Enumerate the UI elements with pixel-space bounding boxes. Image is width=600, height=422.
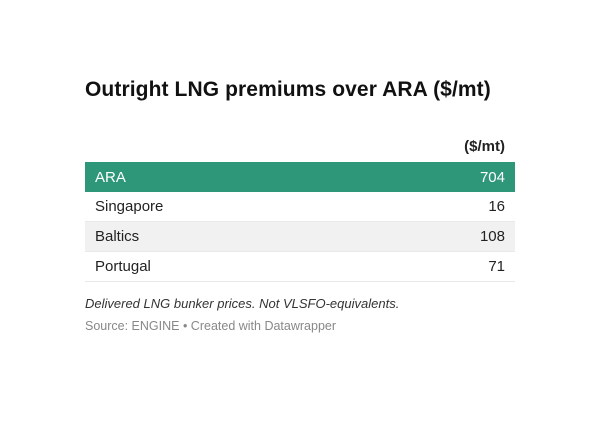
- row-value: 704: [479, 168, 505, 186]
- chart-notes: Delivered LNG bunker prices. Not VLSFO-e…: [85, 296, 400, 311]
- row-label: Baltics: [95, 228, 140, 245]
- table-row: Portugal 71: [85, 252, 515, 282]
- data-table: ARA 704 Singapore 16 Baltics 108 Portuga…: [85, 162, 515, 282]
- row-value: 71: [488, 258, 505, 275]
- row-value: 16: [488, 198, 505, 215]
- row-label: Portugal: [95, 258, 151, 275]
- row-label: Singapore: [95, 198, 164, 215]
- row-label: ARA: [95, 168, 126, 186]
- table-row: ARA 704: [85, 162, 515, 192]
- table-row: Baltics 108: [85, 222, 515, 252]
- table-row: Singapore 16: [85, 192, 515, 222]
- source-attribution: Source: ENGINE • Created with Datawrappe…: [85, 319, 337, 333]
- page-title: Outright LNG premiums over ARA ($/mt): [85, 78, 491, 101]
- value-column-header: ($/mt): [464, 138, 505, 155]
- chart-container: Outright LNG premiums over ARA ($/mt) ($…: [85, 78, 515, 333]
- row-value: 108: [479, 228, 505, 245]
